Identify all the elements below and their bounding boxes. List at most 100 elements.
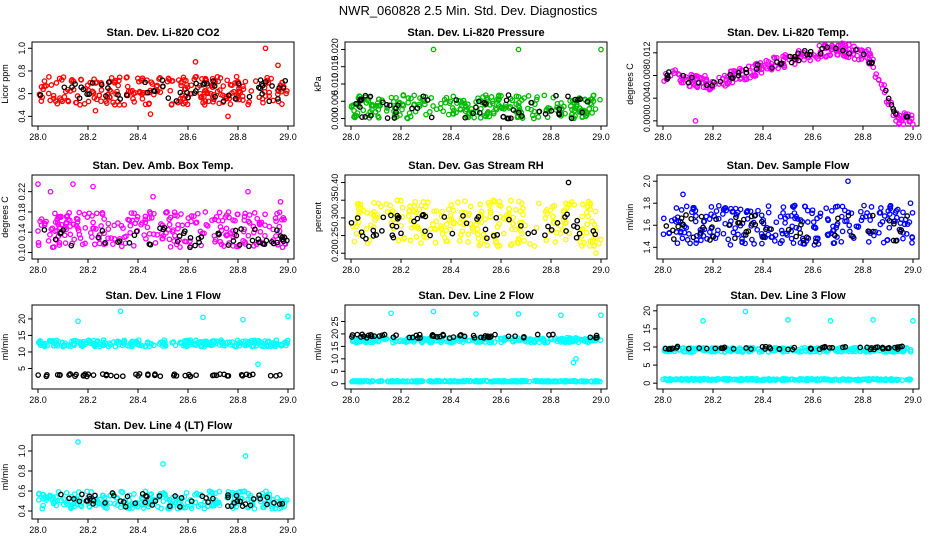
data-point (180, 74, 187, 81)
data-point-black (259, 82, 266, 89)
data-point (586, 106, 593, 112)
data-point-black (358, 229, 365, 236)
data-point (768, 234, 775, 241)
data-point (131, 491, 137, 497)
data-point-black (730, 346, 737, 352)
data-point (143, 343, 149, 350)
data-point (48, 82, 55, 88)
data-point (855, 223, 862, 230)
data-point (185, 215, 192, 221)
data-point (364, 378, 371, 385)
data-point (672, 67, 679, 73)
data-point (579, 213, 586, 220)
outlier-point (598, 312, 604, 319)
x-tick-label: 28.0 (29, 525, 47, 535)
data-point (395, 237, 402, 244)
data-point (554, 100, 561, 107)
data-point (688, 71, 695, 78)
data-point (725, 236, 732, 243)
data-point (583, 108, 589, 115)
outlier-point (573, 355, 579, 362)
data-point (246, 212, 253, 218)
data-point (906, 118, 913, 125)
data-point (168, 101, 175, 108)
data-point (284, 88, 290, 94)
data-point-black (735, 220, 741, 226)
data-point-black (393, 332, 399, 339)
data-point (749, 236, 755, 243)
data-point (702, 376, 708, 382)
data-point-black (249, 237, 256, 244)
data-point (229, 228, 236, 234)
data-point (881, 213, 888, 219)
data-point-black (553, 92, 559, 99)
data-point (533, 224, 540, 231)
data-point (467, 378, 473, 385)
data-point-black (362, 114, 369, 120)
data-point (152, 240, 159, 246)
data-point (65, 97, 71, 104)
data-point (198, 94, 204, 101)
data-point (226, 339, 233, 346)
data-point-black (573, 234, 580, 241)
data-point (181, 341, 188, 348)
data-point-black (383, 101, 390, 108)
data-point (901, 221, 908, 228)
data-point-black (99, 227, 106, 234)
data-point (63, 226, 70, 233)
data-point (426, 109, 433, 115)
data-point (142, 219, 149, 226)
outlier-point (515, 311, 522, 317)
data-point (265, 79, 272, 86)
data-point (233, 73, 240, 80)
data-point (558, 336, 565, 342)
data-point (861, 202, 867, 209)
data-point (77, 235, 84, 241)
data-point-black (519, 113, 525, 119)
data-point (794, 376, 801, 383)
data-point (220, 83, 227, 89)
data-point-black (368, 112, 374, 119)
data-point-black (795, 57, 802, 64)
data-point (909, 209, 916, 216)
data-point (692, 82, 699, 89)
data-point (904, 221, 911, 228)
data-point-black (525, 230, 532, 237)
y-axis-label: Licor ppm (0, 64, 10, 104)
data-point (46, 337, 53, 344)
data-point (531, 243, 538, 249)
data-point-black (871, 346, 877, 353)
data-point-black (720, 345, 726, 352)
data-point (878, 81, 885, 88)
data-point-black (395, 102, 401, 109)
data-point (447, 212, 454, 219)
data-point (262, 211, 268, 218)
data-point (169, 228, 176, 235)
data-point-black (903, 113, 910, 120)
data-point (780, 204, 787, 210)
data-point (751, 73, 758, 79)
data-point-black (812, 238, 819, 245)
data-point-black (414, 105, 421, 112)
plot-frame (31, 174, 295, 260)
data-point-black (590, 228, 597, 234)
data-point (792, 215, 798, 222)
data-point-black (160, 226, 167, 233)
data-point-black (711, 79, 717, 86)
data-point-black (778, 60, 785, 67)
data-point-black (269, 83, 275, 89)
data-point-black (846, 50, 852, 57)
data-point (865, 376, 872, 382)
data-point-black (80, 372, 87, 379)
chart-title: Stan. Dev. Amb. Box Temp. (93, 160, 234, 172)
outlier-point (593, 250, 599, 257)
data-point-black (414, 335, 421, 341)
data-point (441, 378, 448, 385)
data-point-black (870, 228, 876, 235)
x-tick-label: 28.0 (342, 132, 360, 142)
data-point (50, 500, 57, 507)
data-point (397, 337, 404, 343)
data-point (352, 114, 358, 121)
data-point (121, 234, 128, 241)
